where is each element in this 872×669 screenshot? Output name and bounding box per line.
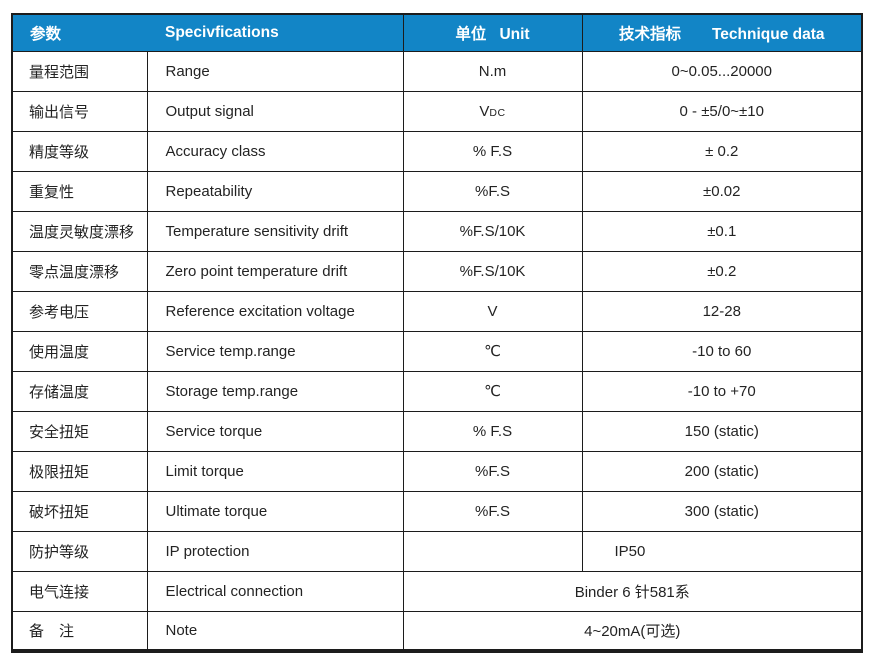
table-row: 重复性 Repeatability %F.S ±0.02 <box>11 170 863 212</box>
table-header: 参数 Specivfications 单位 Unit 技术指标 Technique … <box>12 14 862 51</box>
parameter-name-zh: 温度灵敏度漂移 <box>11 210 148 252</box>
parameter-name-en: Zero point temperature drift <box>146 250 404 292</box>
parameter-name-zh: 重复性 <box>11 170 148 212</box>
merged-value-cell: 4~20mA(可选) <box>402 610 863 652</box>
unit-cell: %F.S <box>402 170 583 212</box>
parameter-name-en: Ultimate torque <box>146 490 404 532</box>
header-specifications: Specivfications <box>147 14 403 51</box>
table-row: 安全扭矩 Service torque % F.S 150 (static) <box>11 410 863 452</box>
parameter-name-zh: 零点温度漂移 <box>11 250 148 292</box>
parameter-name-en: Storage temp.range <box>146 370 404 412</box>
parameter-name-en: Range <box>146 50 404 92</box>
parameter-name-zh: 存储温度 <box>11 370 148 412</box>
unit-cell: %F.S <box>402 450 583 492</box>
technique-data-cell: 0~0.05...20000 <box>581 50 863 92</box>
table-row: 温度灵敏度漂移 Temperature sensitivity drift %F… <box>11 210 863 252</box>
header-unit: 单位 Unit <box>402 14 582 51</box>
parameter-name-en: Temperature sensitivity drift <box>146 210 404 252</box>
header-unit-en: Unit <box>499 25 530 43</box>
parameter-name-en: Service torque <box>146 410 404 452</box>
table-row: 存储温度 Storage temp.range ℃ -10 to +70 <box>11 370 863 412</box>
parameter-name-zh: 破坏扭矩 <box>11 490 148 532</box>
unit-cell: VDC <box>402 90 583 132</box>
technique-data-cell: ±0.02 <box>581 170 863 212</box>
specifications-table: 参数 Specivfications 单位 Unit 技术指标 Technique … <box>11 13 863 653</box>
parameter-name-zh: 量程范围 <box>11 50 148 92</box>
parameter-name-zh: 安全扭矩 <box>11 410 148 452</box>
unit-cell: %F.S <box>402 490 583 532</box>
technique-data-cell: 200 (static) <box>581 450 863 492</box>
header-technique-en: Technique data <box>711 25 825 43</box>
unit-cell: N.m <box>402 50 583 92</box>
table-row: 输出信号 Output signal VDC 0 - ±5/0~±10 <box>11 90 863 132</box>
parameter-name-en: Service temp.range <box>146 330 404 372</box>
technique-data-cell: -10 to 60 <box>581 330 863 372</box>
unit-main: V <box>479 102 490 120</box>
parameter-name-en: Limit torque <box>146 450 404 492</box>
parameter-name-en: IP protection <box>146 530 404 572</box>
unit-cell: % F.S <box>402 410 583 452</box>
unit-cell <box>402 530 583 572</box>
technique-data-cell: 150 (static) <box>581 410 863 452</box>
unit-cell: %F.S/10K <box>402 210 583 252</box>
table-row: 量程范围 Range N.m 0~0.05...20000 <box>11 50 863 92</box>
technique-data-cell: ±0.1 <box>581 210 863 252</box>
technique-data-cell: -10 to +70 <box>581 370 863 412</box>
parameter-name-en: Accuracy class <box>146 130 404 172</box>
unit-cell: V <box>402 290 583 332</box>
parameter-name-en: Repeatability <box>146 170 404 212</box>
parameter-name-en: Note <box>146 610 404 652</box>
table-row: 防护等级 IP protection IP50 <box>11 530 863 572</box>
parameter-name-en: Electrical connection <box>146 570 404 612</box>
table-row: 电气连接 Electrical connection Binder 6 针581… <box>11 570 863 612</box>
header-technique-zh: 技术指标 <box>618 25 681 43</box>
table-row: 备 注 Note 4~20mA(可选) <box>11 610 863 652</box>
table-row: 零点温度漂移 Zero point temperature drift %F.S… <box>11 250 863 292</box>
parameter-name-zh: 输出信号 <box>11 90 148 132</box>
technique-data-cell: ± 0.2 <box>581 130 863 172</box>
parameter-name-zh: 电气连接 <box>11 570 148 612</box>
parameter-name-zh: 参考电压 <box>11 290 148 332</box>
technique-data-cell: 12-28 <box>581 290 863 332</box>
merged-value-cell: Binder 6 针581系 <box>402 570 863 612</box>
header-unit-zh: 单位 <box>455 25 487 43</box>
unit-cell: ℃ <box>402 330 583 372</box>
technique-data-cell: 0 - ±5/0~±10 <box>581 90 863 132</box>
parameter-name-en: Output signal <box>146 90 404 132</box>
parameter-name-zh: 极限扭矩 <box>11 450 148 492</box>
unit-cell: ℃ <box>402 370 583 412</box>
technique-data-cell: ±0.2 <box>581 250 863 292</box>
parameter-name-zh: 备 注 <box>11 610 148 652</box>
header-technique-data: 技术指标 Technique data <box>581 14 862 51</box>
parameter-name-zh: 使用温度 <box>11 330 148 372</box>
table-row: 使用温度 Service temp.range ℃ -10 to 60 <box>11 330 863 372</box>
parameter-name-zh: 精度等级 <box>11 130 148 172</box>
table-row: 破坏扭矩 Ultimate torque %F.S 300 (static) <box>11 490 863 532</box>
technique-data-cell: 300 (static) <box>581 490 863 532</box>
unit-cell: % F.S <box>402 130 583 172</box>
table-row: 参考电压 Reference excitation voltage V 12-2… <box>11 290 863 332</box>
parameter-name-en: Reference excitation voltage <box>146 290 404 332</box>
table-row: 极限扭矩 Limit torque %F.S 200 (static) <box>11 450 863 492</box>
table-row: 精度等级 Accuracy class % F.S ± 0.2 <box>11 130 863 172</box>
unit-subscript: DC <box>489 106 506 119</box>
technique-data-cell: IP50 <box>581 530 863 572</box>
table-body: 量程范围 Range N.m 0~0.05...20000 输出信号 Outpu… <box>11 50 863 652</box>
unit-cell: %F.S/10K <box>402 250 583 292</box>
header-parameter-zh: 参数 <box>12 14 147 51</box>
parameter-name-zh: 防护等级 <box>11 530 148 572</box>
header-row: 参数 Specivfications 单位 Unit 技术指标 Technique … <box>12 14 862 51</box>
